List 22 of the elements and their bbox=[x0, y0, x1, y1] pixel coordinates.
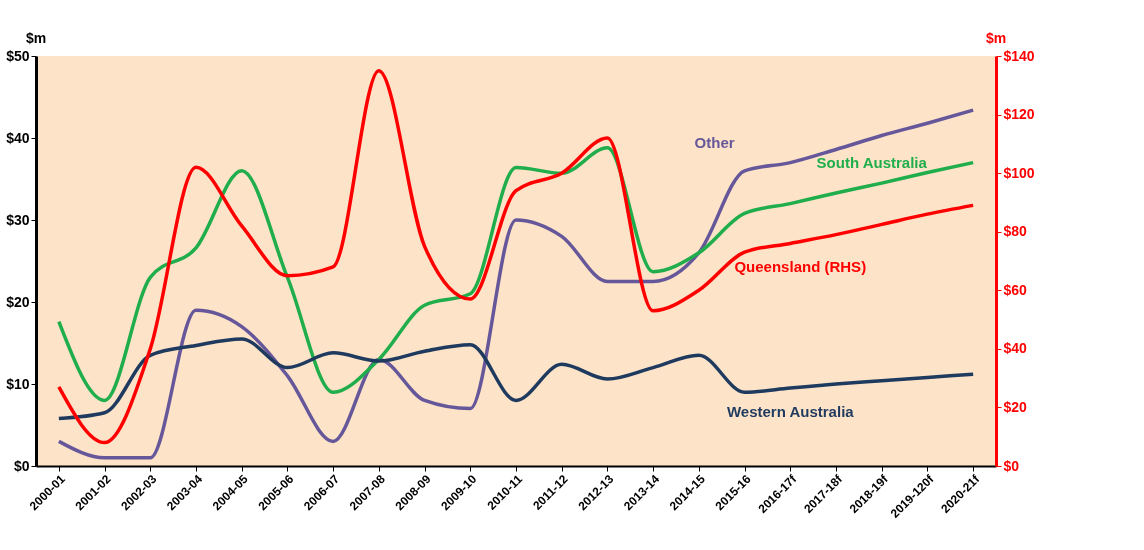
y2-tick-label: $40 bbox=[1003, 340, 1028, 357]
series-label: Queensland (RHS) bbox=[734, 258, 867, 276]
y-tick-label: $0 bbox=[13, 457, 30, 474]
y2-tick-label: $20 bbox=[1003, 398, 1028, 415]
y2-tick-label: $100 bbox=[1003, 164, 1035, 181]
y-tick-label: $10 bbox=[6, 375, 30, 392]
y2-tick-label: $120 bbox=[1003, 106, 1035, 123]
series-label: South Australia bbox=[816, 154, 928, 172]
y-tick-label: $40 bbox=[6, 129, 30, 146]
y-tick-label: $20 bbox=[6, 293, 30, 310]
y-tick-label: $50 bbox=[6, 47, 30, 64]
y2-tick-label: $60 bbox=[1003, 281, 1028, 298]
y2-axis-title: $m bbox=[985, 30, 1007, 46]
line-series bbox=[57, 146, 975, 403]
y2-tick-label: $140 bbox=[1003, 47, 1035, 64]
y2-tick-label: $80 bbox=[1003, 223, 1028, 240]
y2-tick-label: $0 bbox=[1003, 457, 1020, 474]
line-series bbox=[57, 337, 975, 421]
y-tick-label: $30 bbox=[6, 211, 30, 228]
series-label: Other bbox=[694, 133, 735, 151]
y-axis-title: $m bbox=[25, 30, 47, 46]
series-label: Western Australia bbox=[726, 403, 855, 421]
